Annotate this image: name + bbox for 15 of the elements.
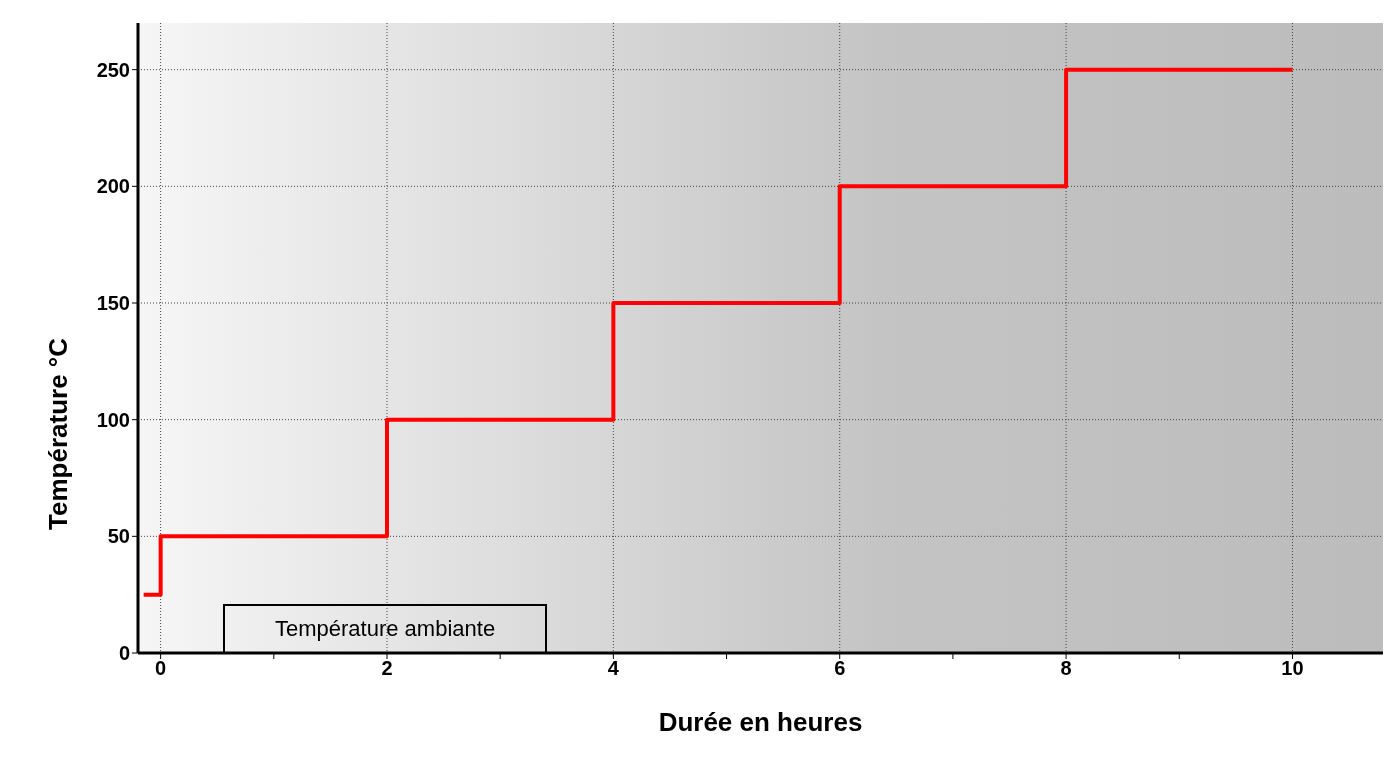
x-tick-label: 8 — [1060, 657, 1072, 680]
y-tick-label: 250 — [96, 58, 130, 81]
y-tick-label: 200 — [96, 175, 130, 198]
annotation: Température ambiante — [223, 604, 548, 654]
y-axis-title: Température °C — [43, 337, 74, 530]
y-tick-label: 50 — [107, 525, 130, 548]
x-tick-label: 4 — [607, 657, 620, 680]
x-tick-label: 0 — [155, 657, 167, 680]
x-tick-label: 2 — [381, 657, 393, 680]
x-tick-label: 10 — [1281, 657, 1304, 680]
y-tick-label: 100 — [96, 408, 130, 431]
x-axis-title: Durée en heures — [658, 707, 863, 737]
y-tick-label: 150 — [96, 292, 130, 315]
x-tick-label: 6 — [834, 657, 846, 680]
y-tick-label: 0 — [118, 642, 130, 665]
